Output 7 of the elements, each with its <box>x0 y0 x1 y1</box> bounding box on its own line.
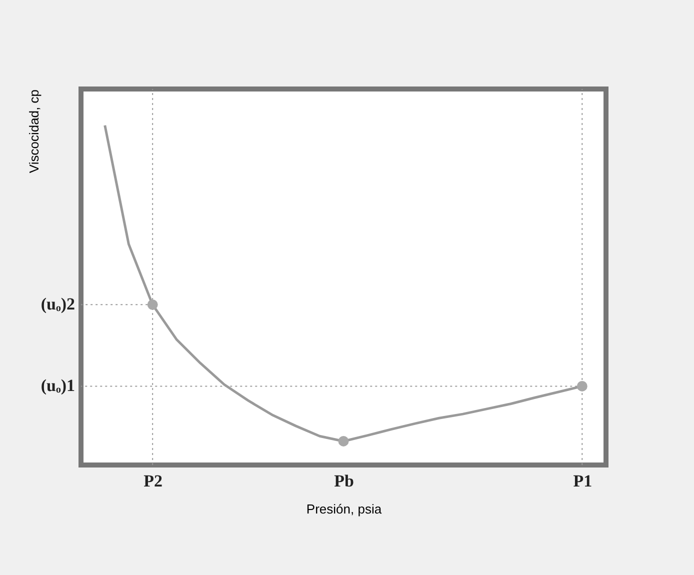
x-tick-label: P1 <box>573 472 592 490</box>
y-axis-title: Viscocidad, cp <box>26 90 42 174</box>
x-tick-label: Pb <box>334 472 354 490</box>
x-tick-label: P2 <box>144 472 163 490</box>
ref-line-label: (uₒ)1 <box>40 376 75 396</box>
x-axis-title: Presión, psia <box>306 502 382 516</box>
ref-line-label: (uₒ)2 <box>40 294 75 314</box>
